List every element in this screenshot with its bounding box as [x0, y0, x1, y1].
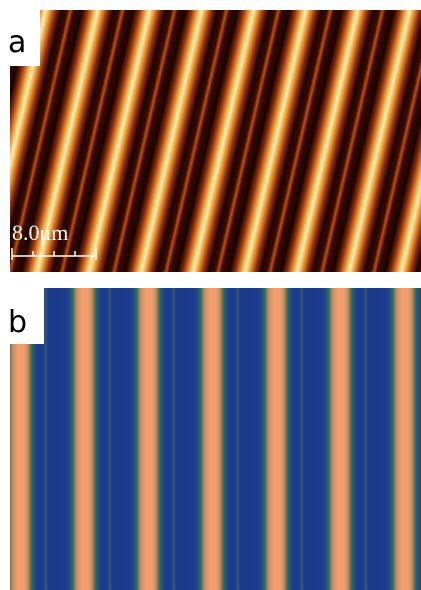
- scale-bar-label: 8.0μm: [12, 220, 68, 245]
- figure: a 8.0μm b: [0, 0, 421, 590]
- panel-label: b: [8, 305, 27, 340]
- afm-image: [10, 10, 421, 272]
- panel-label: a: [8, 25, 26, 60]
- optical-image: [10, 288, 421, 590]
